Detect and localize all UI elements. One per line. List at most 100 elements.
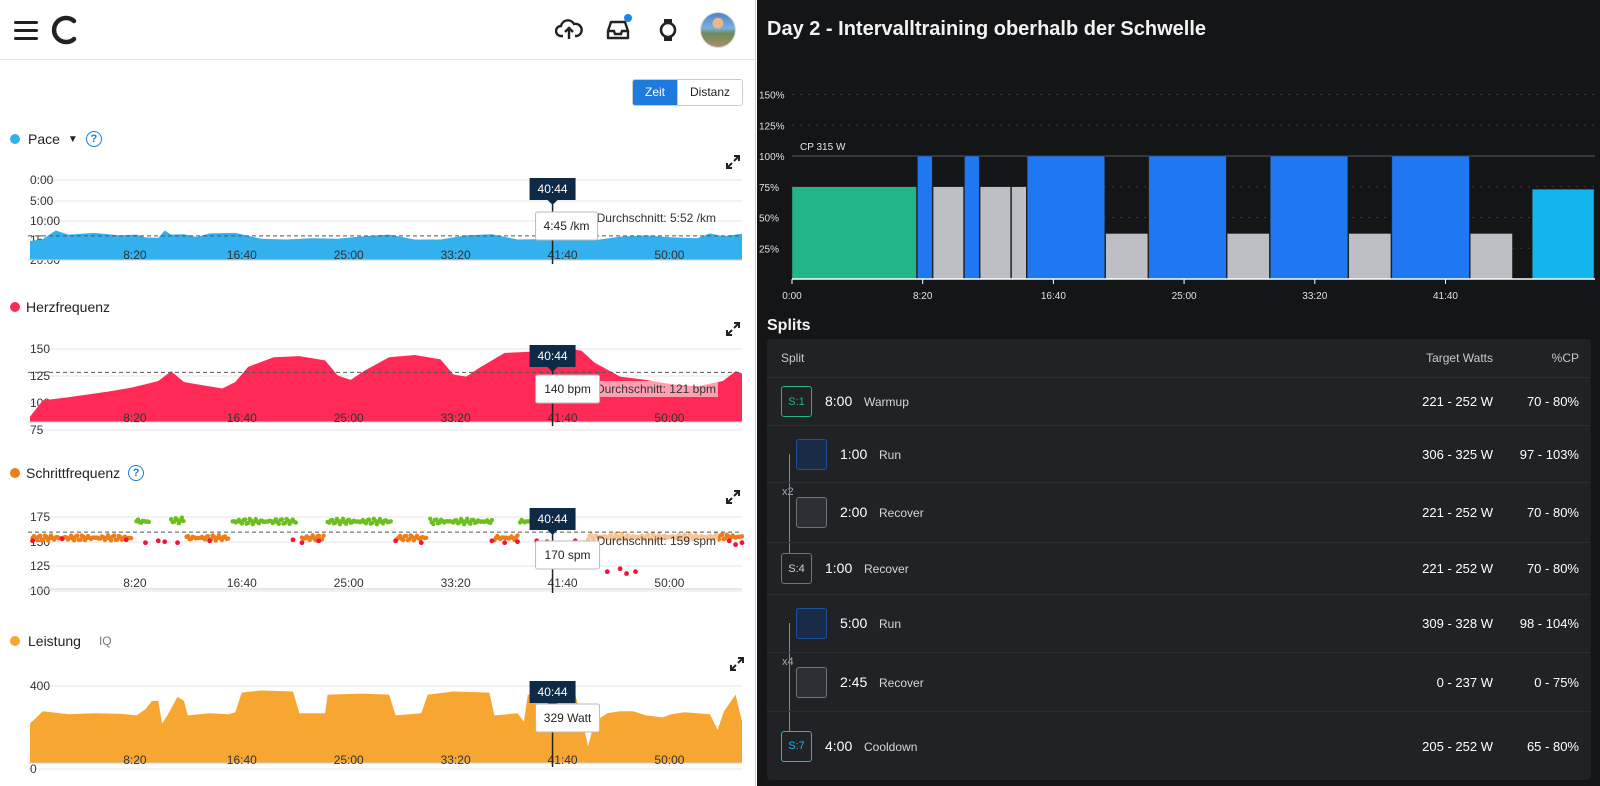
brand-logo-icon[interactable] [48, 12, 84, 48]
cadence-point [400, 537, 406, 543]
cadence-point [428, 516, 433, 521]
workout-block-run[interactable] [917, 155, 933, 280]
split-row[interactable]: 2:45 Recover 0 - 237 W 0 - 75% [767, 652, 1591, 711]
y-tick-label: 75 [30, 423, 44, 437]
time-toggle-button[interactable]: Zeit [633, 80, 678, 105]
cadence-low-point [515, 539, 520, 545]
split-row[interactable]: S:1 8:00 Warmup 221 - 252 W 70 - 80% [767, 377, 1591, 425]
hamburger-menu-icon[interactable] [8, 12, 44, 48]
cloud-upload-icon[interactable] [551, 12, 587, 48]
split-duration: 1:00 [840, 445, 868, 462]
y-tick-label: 150 [30, 342, 50, 356]
split-row[interactable]: S:4 1:00 Recover 221 - 252 W 70 - 80% [767, 542, 1591, 594]
cursor-pointer [547, 530, 558, 535]
workout-block-recover[interactable] [979, 186, 1011, 280]
split-row[interactable]: 1:00 Run 306 - 325 W 97 - 103% [767, 425, 1591, 482]
workout-y-tick-label: 100% [759, 152, 785, 163]
cadence-point [431, 521, 436, 527]
split-duration: 1:00 [825, 560, 853, 576]
cadence-point [340, 516, 346, 521]
cadence-point [310, 533, 315, 538]
workout-x-tick-label: 0:00 [782, 291, 802, 302]
workout-block-recover[interactable] [1105, 233, 1149, 280]
cadence-point [205, 533, 211, 539]
pace-expand-icon[interactable] [726, 155, 740, 169]
workout-block-recover[interactable] [1226, 233, 1270, 280]
workout-block-recover[interactable] [1470, 233, 1513, 280]
workout-x-tick-label: 16:40 [1041, 291, 1066, 302]
cadence-low-point [316, 538, 322, 544]
split-row[interactable]: 5:00 Run 309 - 328 W 98 - 104% [767, 594, 1591, 652]
cadence-point [115, 537, 120, 542]
workout-block-run[interactable] [1027, 155, 1105, 280]
cadence-low-point [739, 540, 745, 546]
cadence-help-icon[interactable]: ? [128, 465, 145, 481]
value-tooltip-text: 4:45 /km [544, 219, 590, 233]
workout-block-run[interactable] [1270, 155, 1349, 280]
cadence-low-point [726, 538, 732, 544]
pace-header: Pace ▼ ? [10, 129, 102, 149]
power-expand-icon[interactable] [730, 657, 744, 671]
average-label-bg [600, 381, 718, 397]
split-cp-percent: 70 - 80% [1526, 505, 1579, 520]
cadence-expand-icon[interactable] [726, 490, 740, 504]
split-target-watts: 205 - 252 W [1422, 738, 1493, 754]
split-cp-percent: 70 - 80% [1526, 561, 1579, 576]
heart-rate-expand-icon[interactable] [726, 322, 740, 336]
workout-y-tick-label: 150% [759, 91, 785, 102]
pace-help-icon[interactable]: ? [85, 131, 102, 147]
workout-block-run[interactable] [964, 155, 980, 280]
cursor-time-label: 40:44 [538, 512, 568, 526]
inbox-icon[interactable] [600, 12, 636, 48]
splits-table: Split Target Watts %CP S:1 8:00 Warmup 221 … [767, 339, 1591, 780]
heart-rate-color-dot [10, 302, 20, 312]
average-label-bg [613, 210, 718, 226]
y-tick-label: 0 [30, 762, 37, 776]
power-label: Leistung [28, 633, 81, 649]
workout-y-tick-label: 25% [759, 244, 779, 255]
workout-block-run[interactable] [1148, 155, 1227, 280]
workout-block-recover[interactable] [1348, 233, 1392, 280]
workout-block-cooldown[interactable] [1532, 188, 1595, 280]
workout-block-warmup[interactable] [791, 186, 917, 280]
user-avatar[interactable] [700, 12, 736, 48]
x-tick-label: 41:40 [548, 576, 578, 590]
cadence-point [128, 536, 134, 541]
power-header: Leistung IQ [10, 631, 112, 651]
workout-structure-chart[interactable]: 150% 125% 100% 75% 50% 25% CP 315 W 0:00 8:20 16:… [757, 70, 1600, 305]
distance-toggle-button[interactable]: Distanz [677, 80, 743, 105]
cadence-point [78, 537, 83, 542]
workout-title: Day 2 - Intervalltraining oberhalb der S… [767, 18, 1207, 40]
split-badge [796, 666, 827, 698]
workout-block-recover[interactable] [932, 186, 964, 280]
watch-icon[interactable] [650, 12, 686, 48]
average-label: Durchschnitt: 5:52 /km [597, 211, 716, 225]
cadence-point [465, 516, 470, 521]
y-tick-label: 0:00 [30, 173, 54, 187]
split-duration: 5:00 [840, 615, 868, 631]
split-row[interactable]: S:7 4:00 Cooldown 205 - 252 W 65 - 80% [767, 711, 1591, 780]
cadence-point [245, 520, 251, 526]
cadence-point [179, 515, 185, 520]
workout-block-recover[interactable] [1011, 186, 1027, 280]
workout-block-run[interactable] [1391, 155, 1470, 280]
split-cp-percent: 65 - 80% [1526, 738, 1579, 754]
workout-x-tick-label: 41:40 [1433, 291, 1458, 302]
pace-chart[interactable]: 0:005:0010:0015:0020:008:2016:4025:0033:… [0, 170, 756, 270]
target-watts-column-header: Target Watts [1426, 351, 1493, 365]
split-row[interactable]: 2:00 Recover 221 - 252 W 70 - 80% [767, 482, 1591, 542]
heart-rate-header: Herzfrequenz [10, 297, 110, 317]
split-badge: S:1 [781, 386, 812, 417]
x-tick-label: 8:20 [123, 411, 147, 425]
cadence-low-point [733, 542, 738, 548]
cadence-point [293, 520, 299, 525]
pace-dropdown-caret-icon[interactable]: ▼ [67, 133, 78, 145]
x-tick-label: 16:40 [227, 248, 257, 262]
cadence-point [719, 532, 725, 537]
repeat-count: x4 [782, 656, 794, 668]
x-tick-label: 16:40 [227, 576, 257, 590]
power-chart[interactable]: 40020008:2016:4025:0033:2041:4050:0040:4… [0, 670, 756, 780]
cadence-point [468, 521, 473, 526]
